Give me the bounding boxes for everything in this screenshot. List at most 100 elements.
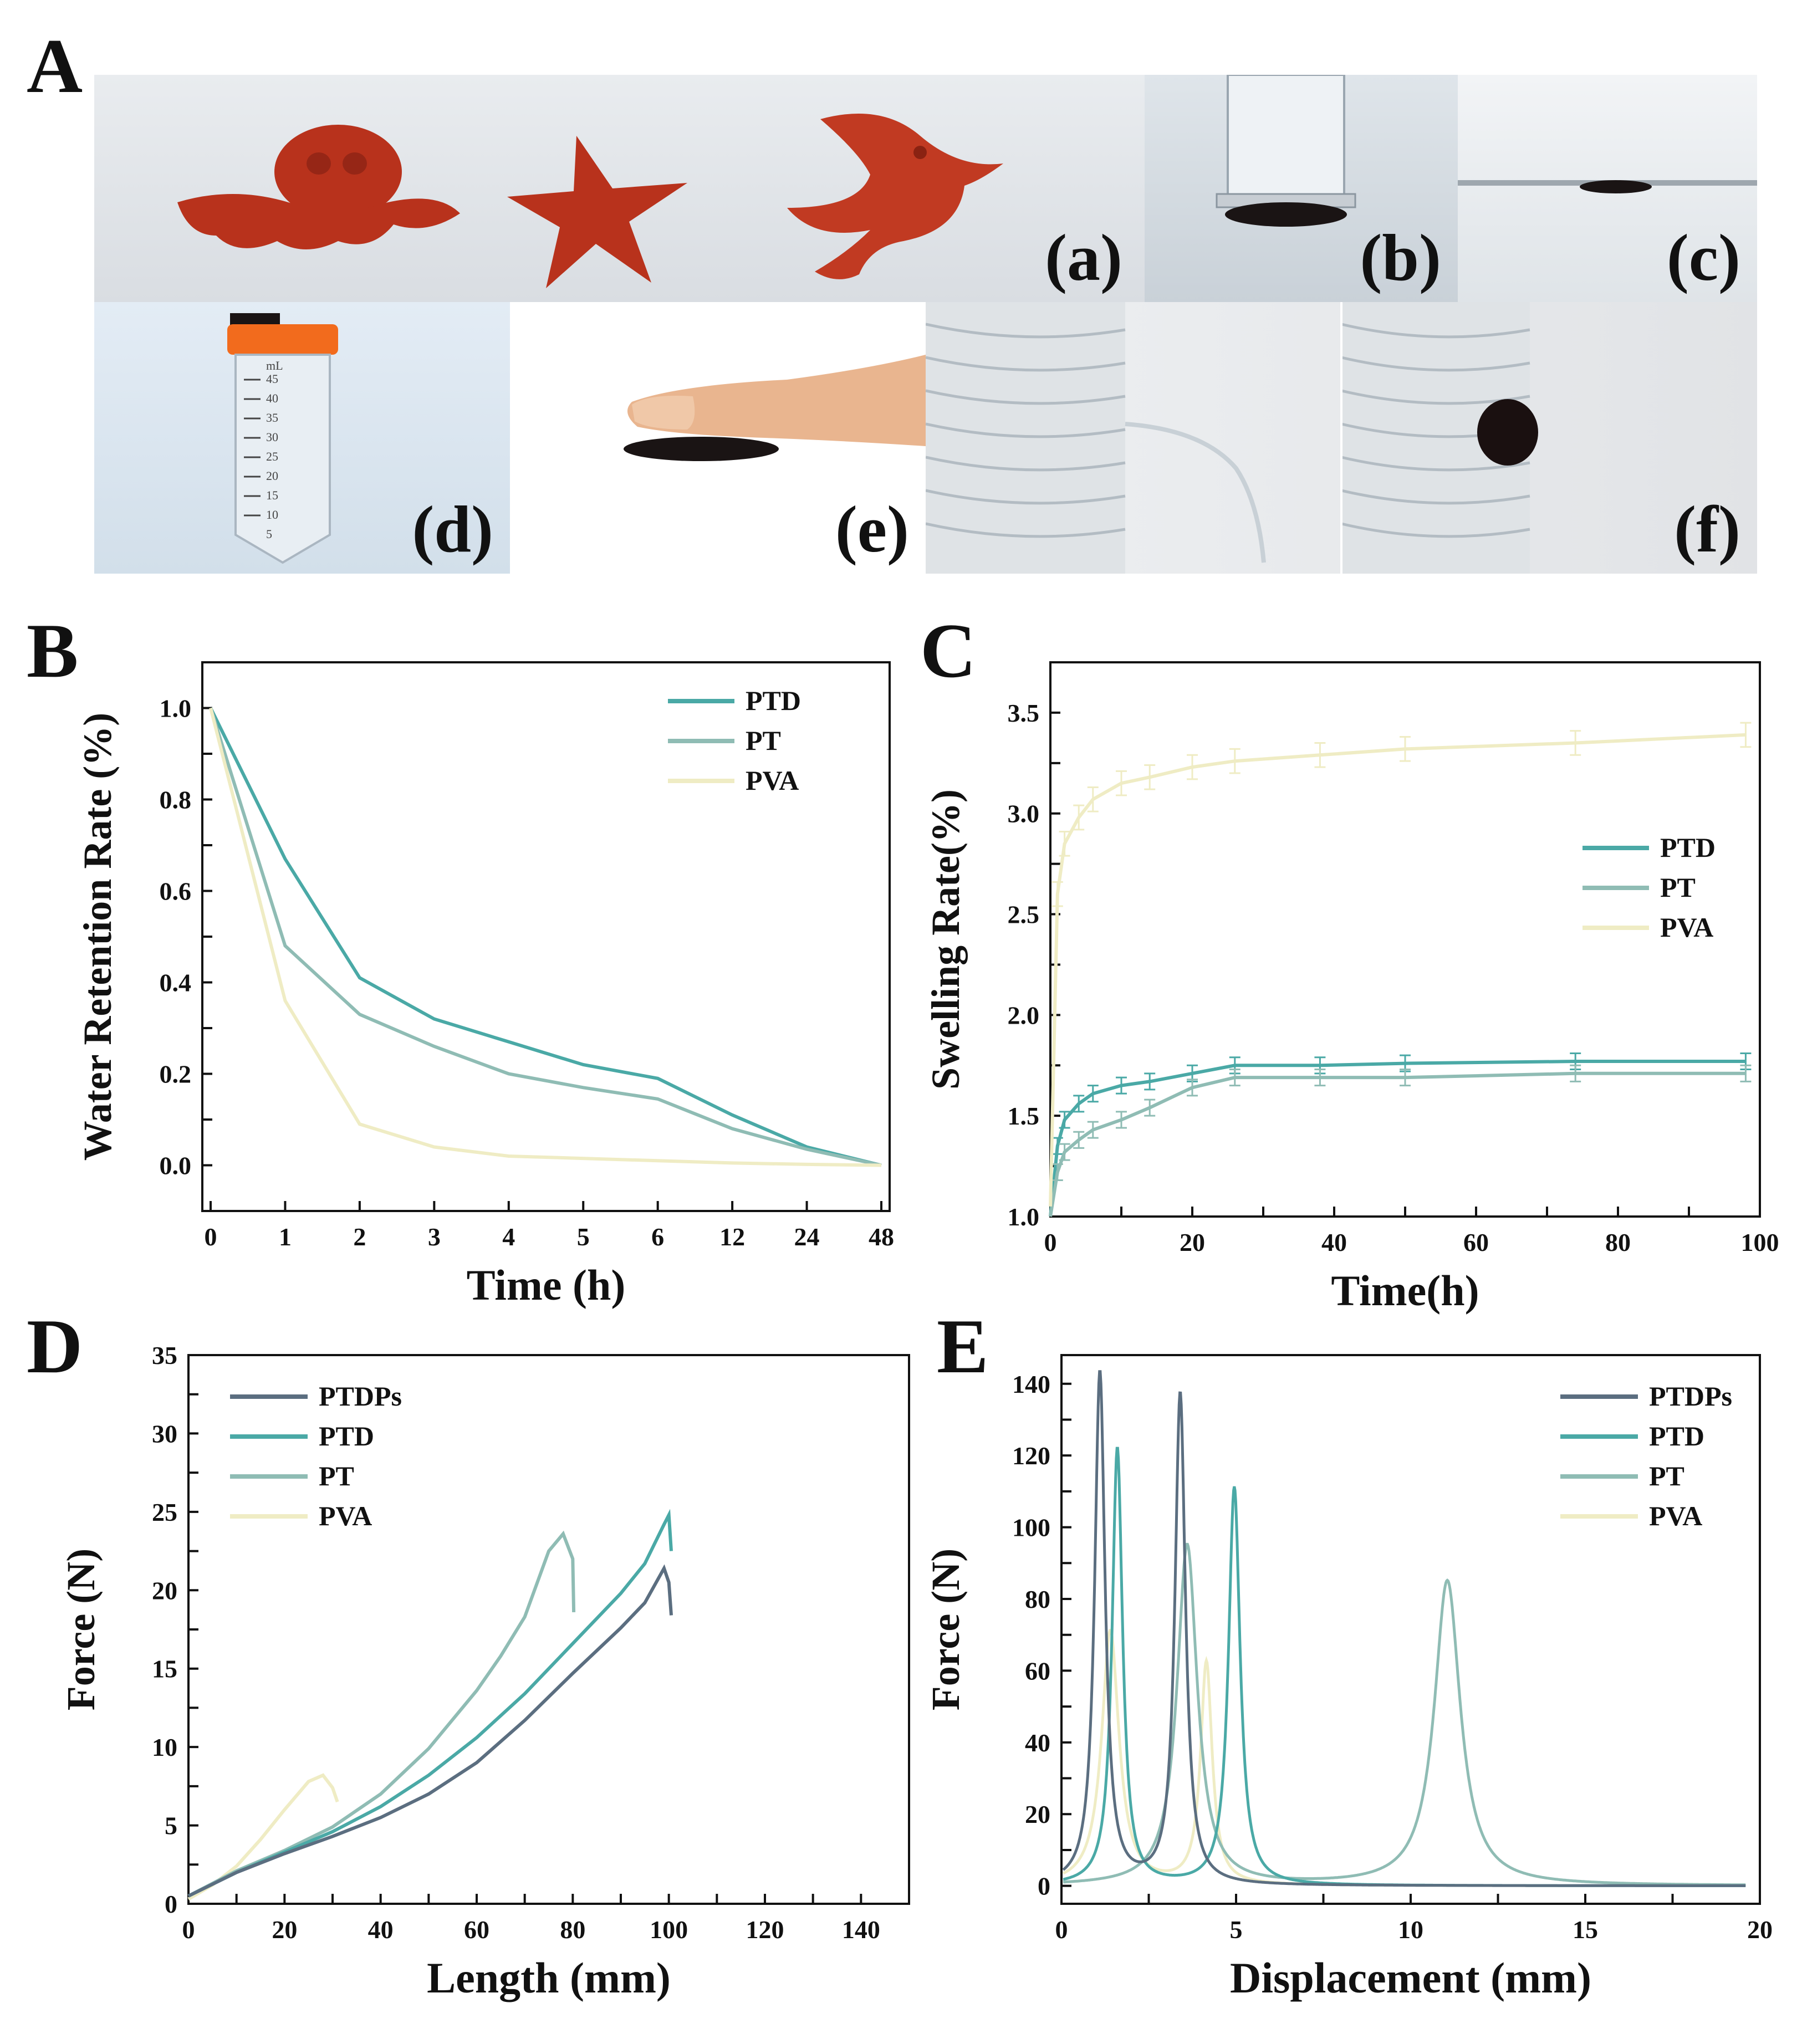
y-tick-label: 1.0 xyxy=(1008,1203,1040,1231)
photo-d-tube: mL 45 40 35 30 25 20 15 10 5 (d) xyxy=(94,302,510,574)
y-axis-label: Force (N) xyxy=(923,1549,968,1711)
y-tick-label: 3.0 xyxy=(1008,800,1040,828)
x-tick-label: 100 xyxy=(1741,1228,1779,1256)
chart-e-compression-force: 0 5 10 15 20 0 20 40 60 80 100 120 140 Displacement (… xyxy=(923,1354,1773,2002)
tube-illustration: mL 45 40 35 30 25 20 15 10 5 xyxy=(227,313,338,564)
series-line-pva xyxy=(209,707,882,1167)
legend-label-pva: PVA xyxy=(1649,1500,1702,1531)
tube-scale-45: 45 xyxy=(266,372,278,386)
tube-scale-5: 5 xyxy=(266,527,272,541)
finger-illustration xyxy=(624,355,926,461)
y-tick-label: 30 xyxy=(152,1419,177,1448)
series-line-ptdps xyxy=(1062,1370,1746,1887)
x-tick-label: 10 xyxy=(1398,1915,1423,1944)
y-axis-label: Swelling Rate(%) xyxy=(923,789,968,1090)
photo-label-c: (c) xyxy=(1666,221,1740,294)
x-tick-label: 48 xyxy=(869,1223,894,1251)
photo-f-bottle: (f) xyxy=(926,302,1757,574)
legend-label-ptdps: PTDPs xyxy=(1649,1381,1732,1412)
series-line-pt xyxy=(1063,1542,1746,1887)
y-tick-label: 25 xyxy=(152,1498,177,1526)
x-tick-label: 6 xyxy=(651,1223,664,1251)
legend-label-ptd: PTD xyxy=(746,685,801,716)
y-tick-label: 0.0 xyxy=(160,1152,192,1180)
y-tick-label: 2.0 xyxy=(1008,1001,1040,1029)
y-tick-label: 80 xyxy=(1025,1585,1050,1613)
legend-label-pt: PT xyxy=(1649,1460,1684,1491)
photo-label-a: (a) xyxy=(1045,221,1122,294)
series-line-pt xyxy=(1049,1071,1746,1217)
bottle-illustration xyxy=(926,302,1538,574)
series-line-ptd xyxy=(1049,1060,1746,1217)
tube-scale-15: 15 xyxy=(266,488,278,502)
tube-scale-ml: mL xyxy=(266,359,283,372)
plot-frame xyxy=(201,661,891,1212)
y-tick-label: 0.8 xyxy=(160,786,192,814)
x-tick-label: 0 xyxy=(1055,1915,1068,1944)
y-tick-label: 140 xyxy=(1012,1370,1050,1398)
y-tick-label: 5 xyxy=(165,1812,177,1840)
tube-scale-20: 20 xyxy=(266,469,278,483)
x-axis-label: Displacement (mm) xyxy=(1230,1954,1591,2002)
series-line-ptdps xyxy=(187,1564,673,1898)
tube-scale-40: 40 xyxy=(266,391,278,405)
x-tick-label: 3 xyxy=(428,1223,441,1251)
legend-label-ptd: PTD xyxy=(319,1420,374,1452)
x-tick-label: 20 xyxy=(272,1915,297,1944)
x-tick-label: 12 xyxy=(719,1223,745,1251)
legend-label-pt: PT xyxy=(1660,872,1696,903)
y-tick-label: 120 xyxy=(1012,1442,1050,1470)
chart-d-tensile-force: 0 20 40 60 80 100 120 140 0 5 10 15 20 25 30 35 Length (… xyxy=(59,1341,910,2002)
photo-e-finger: (e) xyxy=(510,302,926,574)
x-tick-label: 100 xyxy=(650,1915,688,1944)
x-tick-label: 40 xyxy=(368,1915,394,1944)
photo-label-b: (b) xyxy=(1360,221,1441,294)
x-tick-label: 24 xyxy=(794,1223,820,1251)
x-tick-label: 5 xyxy=(577,1223,590,1251)
tube-scale-25: 25 xyxy=(266,449,278,463)
photo-label-e: (e) xyxy=(835,492,909,566)
y-tick-label: 0.6 xyxy=(160,877,192,906)
hydrogel-shapes-illustration xyxy=(177,114,1003,288)
x-tick-label: 0 xyxy=(205,1223,217,1251)
x-axis-label: Length (mm) xyxy=(427,1954,671,2002)
photo-label-f: (f) xyxy=(1674,492,1740,566)
x-tick-label: 60 xyxy=(464,1915,489,1944)
x-tick-label: 2 xyxy=(353,1223,366,1251)
y-tick-label: 100 xyxy=(1012,1514,1050,1542)
x-tick-label: 0 xyxy=(1044,1228,1057,1256)
y-tick-label: 1.0 xyxy=(160,694,192,723)
x-tick-label: 40 xyxy=(1321,1228,1347,1256)
y-tick-label: 0 xyxy=(165,1890,177,1918)
y-tick-label: 20 xyxy=(1025,1800,1050,1828)
tube-scale-10: 10 xyxy=(266,508,278,522)
plate-illustration xyxy=(1458,180,1757,193)
series-line-ptd xyxy=(187,1509,673,1898)
tube-scale-35: 35 xyxy=(266,411,278,425)
x-tick-label: 80 xyxy=(1605,1228,1631,1256)
y-axis-label: Force (N) xyxy=(59,1549,103,1711)
y-tick-label: 0 xyxy=(1038,1872,1050,1900)
panel-letter-e: E xyxy=(937,1304,989,1389)
x-tick-label: 140 xyxy=(842,1915,880,1944)
x-tick-label: 60 xyxy=(1463,1228,1489,1256)
legend-label-pva: PVA xyxy=(319,1500,372,1531)
y-tick-label: 3.5 xyxy=(1008,699,1040,727)
x-tick-label: 1 xyxy=(279,1223,292,1251)
y-tick-label: 35 xyxy=(152,1341,177,1370)
photo-label-d: (d) xyxy=(412,492,493,566)
chart-c-swelling-rate: 0 20 40 60 80 100 1.0 1.5 2.0 2.5 3.0 3.5 Time(h) Swe… xyxy=(923,661,1779,1315)
legend-label-ptd: PTD xyxy=(1660,832,1716,863)
x-tick-label: 20 xyxy=(1180,1228,1205,1256)
y-tick-label: 2.5 xyxy=(1008,901,1040,929)
y-tick-label: 0.2 xyxy=(160,1060,192,1089)
x-tick-label: 80 xyxy=(560,1915,585,1944)
x-tick-label: 0 xyxy=(182,1915,195,1944)
legend-label-pt: PT xyxy=(746,725,781,756)
legend-label-pt: PT xyxy=(319,1460,354,1491)
y-tick-label: 20 xyxy=(152,1576,177,1604)
photo-a-shapes: (a) xyxy=(94,75,1145,302)
panel-letter-b: B xyxy=(27,608,79,694)
syringe-illustration xyxy=(1216,75,1356,227)
